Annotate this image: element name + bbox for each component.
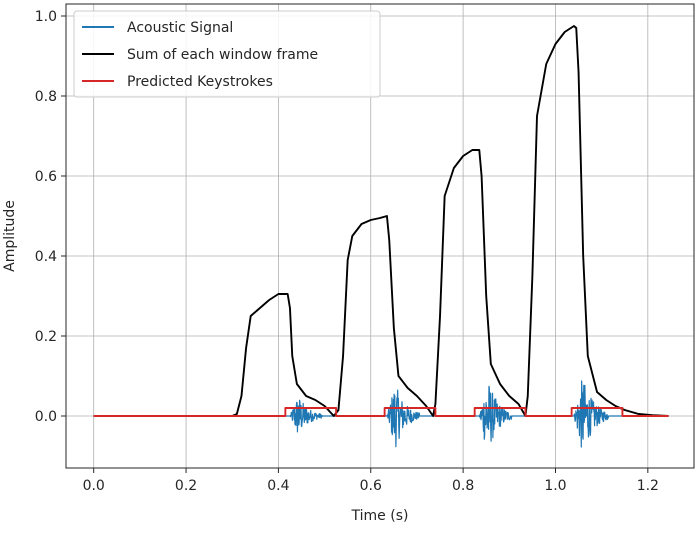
y-tick-label: 1.0 [35,9,57,25]
y-axis-label: Amplitude [2,200,18,272]
legend-label-2: Predicted Keystrokes [127,74,273,90]
axis-ticks: 0.0 0.2 0.4 0.6 0.8 1.0 1.2 0.0 0.2 0.4 0.6 0.8 1.0 [35,9,659,494]
series-line-0 [93,380,669,448]
x-tick-label: 0.8 [452,478,474,494]
legend-label-1: Sum of each window frame [127,47,318,63]
y-tick-label: 0.2 [35,329,57,345]
plot-area [93,25,669,448]
series-line-1 [93,25,669,417]
series-line-2 [93,407,669,417]
x-tick-label: 1.2 [637,478,659,494]
x-tick-label: 0.0 [83,478,105,494]
plot-frame [65,3,695,469]
legend-box [73,10,381,98]
legend-entries: Acoustic Signal Sum of each window frame P… [82,20,318,90]
legend-label-0: Acoustic Signal [127,20,233,36]
y-tick-label: 0.0 [35,409,57,425]
x-tick-label: 0.2 [175,478,197,494]
y-tick-label: 0.6 [35,169,57,185]
x-axis-label: Time (s) [351,508,409,524]
x-tick-label: 0.6 [360,478,382,494]
legend: Acoustic Signal Sum of each window frame P… [73,10,381,98]
x-tick-label: 0.4 [267,478,289,494]
y-tick-label: 0.4 [35,249,57,265]
y-tick-label: 0.8 [35,89,57,105]
x-tick-label: 1.0 [544,478,566,494]
